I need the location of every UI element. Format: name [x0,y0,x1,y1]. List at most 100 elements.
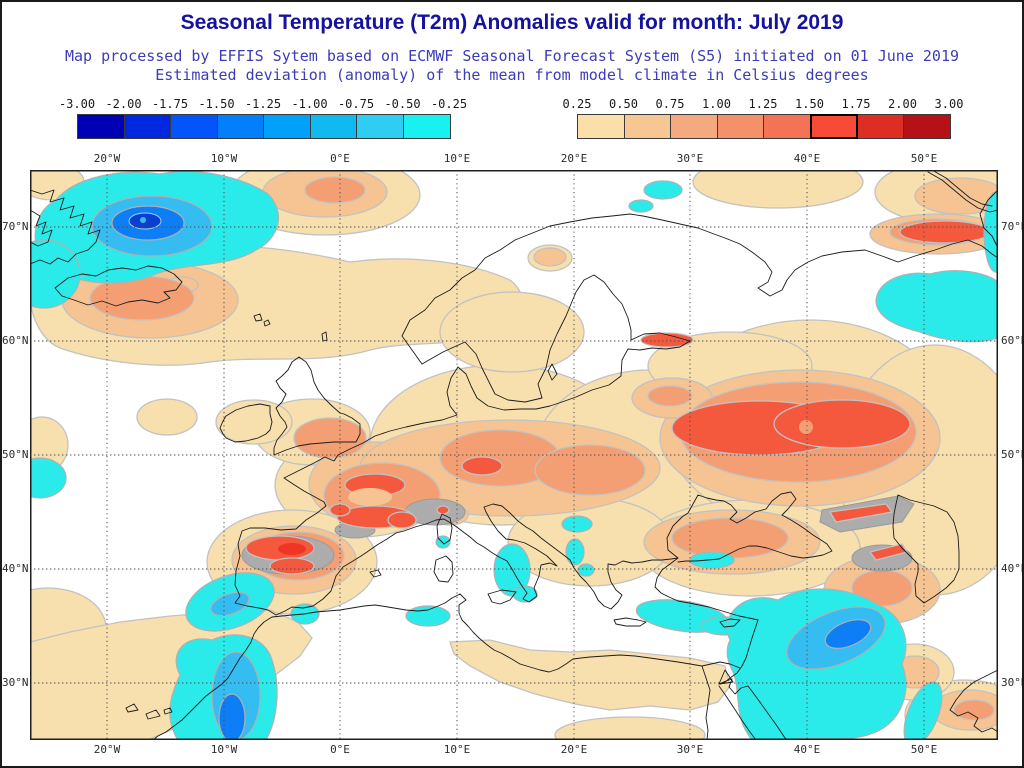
cold-region [210,591,250,617]
warm-region [868,543,909,561]
cold-region [903,681,943,740]
cold-region [493,543,531,597]
coast-novaya-zemlya [927,170,998,249]
lon-tick-label-bottom: 40°E [793,743,821,756]
legend-tick-label: 0.50 [609,97,638,111]
lon-tick-label-bottom: 20°W [93,743,121,756]
legend-negative-bar [77,114,451,139]
warm-region [554,716,706,740]
warm-region [533,247,567,267]
lat-tick-label-right: 70°N [1001,220,1022,233]
page-title: Seasonal Temperature (T2m) Anomalies val… [180,11,844,34]
lat-tick-label-right: 30°N [1001,676,1022,689]
warm-region [773,399,911,449]
legend-color-cell [264,115,311,138]
lon-tick-label-top: 10°W [210,152,238,165]
legend-color-cell [310,115,357,138]
warm-region [304,176,366,204]
coast-gotland [547,363,558,381]
legend-color-cell [671,115,718,138]
coast-mediterranean-north [275,503,679,616]
warm-region [692,170,864,209]
coast-sinai [718,669,734,685]
coast-iceland [54,265,183,307]
lon-tick-label-top: 30°E [676,152,704,165]
coast-sardinia [433,555,454,583]
lon-tick-label-bottom: 10°E [443,743,471,756]
legend-tick-label: 0.75 [655,97,685,111]
legend-color-cell [403,115,450,138]
legend-tick-label: 3.00 [934,97,964,111]
coast-britain [273,356,361,456]
cold-region [565,538,585,566]
legend-tick-label: -1.00 [291,97,328,111]
lon-tick-label-bottom: 20°E [560,743,588,756]
legend-color-cell [764,115,811,138]
legend-color-cell [357,115,404,138]
lon-tick-label-bottom: 10°W [210,743,238,756]
coast-cyprus [719,618,741,628]
lon-tick-label-top: 20°W [93,152,121,165]
warm-region [899,220,991,244]
warm-region [278,543,306,555]
lon-tick-label-bottom: 0°E [330,743,350,756]
warm-region [436,505,450,515]
coast-blacksea [666,491,833,563]
anomaly-map [30,170,998,740]
warm-region [461,456,503,476]
warm-region [647,385,693,407]
coast-norway-arctic [401,213,998,365]
coast-nile-river [701,665,711,740]
coast-redsea-east [747,685,788,740]
lon-tick-label-top: 20°E [560,152,588,165]
legend-tick-label: -0.25 [430,97,468,111]
legend-color-cell [78,115,125,138]
coast-mallorca [369,569,382,578]
legend-color-cell [903,115,950,138]
warm-region [269,557,315,575]
coast-persian-gulf [949,669,998,733]
lon-tick-label-top: 10°E [443,152,471,165]
map-canvas [30,170,998,740]
warm-anomaly-regions [30,170,998,740]
legend-tick-label: -2.00 [105,97,142,111]
cold-region [824,619,872,649]
subtitle-line-2: Estimated deviation (anomaly) of the mea… [155,66,869,84]
cold-region [30,239,81,309]
coastlines [30,170,998,740]
cold-region [577,563,595,577]
legend-tick-label: -0.75 [337,97,375,111]
coast-corsica [436,513,453,545]
cold-anomaly-regions [30,170,998,740]
warm-region [640,332,694,348]
coast-levant [718,619,759,695]
warm-region [828,503,894,523]
legend-tick-label: -1.75 [151,97,189,111]
coast-sicily [487,589,517,605]
lon-tick-label-top: 40°E [793,152,821,165]
legend-tick-label: -0.50 [384,97,421,111]
map-frame [30,170,998,740]
lon-tick-label-top: 50°E [910,152,938,165]
cold-region [628,199,654,213]
legend-color-cell [578,115,625,138]
cold-region [30,457,67,499]
legend-tick-label: -1.50 [198,97,235,111]
warm-region [293,417,367,459]
lon-tick-label-bottom: 30°E [676,743,704,756]
warm-region [215,399,293,445]
warm-region [136,398,198,436]
lat-tick-label-left: 40°N [2,562,29,575]
warm-region [348,488,392,506]
legend-tick-label: 2.00 [888,97,917,111]
legend-color-cell [217,115,264,138]
coast-westeurope-iberia [234,442,364,616]
coast-north-africa [152,593,741,740]
warm-region [953,699,995,721]
coast-redsea-west [718,685,757,740]
warm-region [799,420,813,434]
lat-tick-label-right: 50°N [1001,448,1022,461]
lat-tick-label-right: 60°N [1001,334,1022,347]
lon-tick-label-bottom: 50°E [910,743,938,756]
legend-color-cell [809,114,858,139]
